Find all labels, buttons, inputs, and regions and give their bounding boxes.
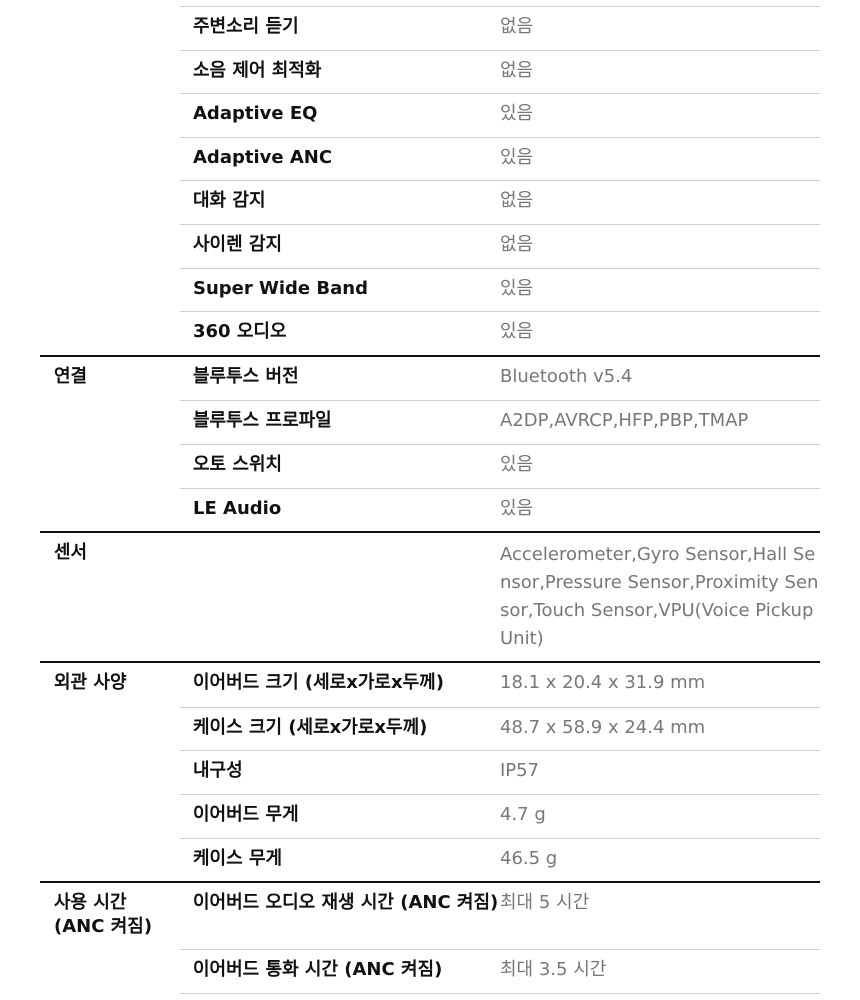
spec-rows: Accelerometer,Gyro Sensor,Hall Sensor,Pr… (180, 533, 820, 661)
spec-row: 360 오디오 있음 (180, 311, 820, 355)
spec-label: 블루투스 버전 (193, 365, 299, 387)
spec-row: 내구성 IP57 (180, 750, 820, 794)
spec-row: 블루투스 프로파일 A2DP,AVRCP,HFP,PBP,TMAP (180, 400, 820, 444)
spec-label: 소음 제어 최적화 (193, 59, 322, 81)
group-label: 연결 (54, 365, 88, 387)
spec-row: Super Wide Band 있음 (180, 267, 820, 312)
spec-label: 이어버드 크기 (세로x가로x두께) (193, 672, 444, 694)
spec-value: 최대 3.5 시간 (500, 959, 607, 981)
spec-label: 이어버드 통화 시간 (ANC 켜짐) (193, 959, 443, 981)
spec-row: 소음 제어 최적화 없음 (180, 49, 820, 94)
spec-label: 대화 감지 (193, 190, 266, 212)
spec-row: 이어버드 오디오 재생 시간 (ANC 켜짐) 최대 5 시간 (180, 883, 820, 949)
spec-value: 있음 (500, 146, 534, 168)
group-label: 센서 (54, 542, 88, 564)
spec-value: 있음 (500, 453, 534, 475)
spec-value: 있음 (500, 103, 534, 125)
spec-label: 이어버드 오디오 재생 시간 (ANC 켜짐) (193, 892, 499, 914)
spec-value: Accelerometer,Gyro Sensor,Hall Sensor,Pr… (500, 544, 819, 650)
spec-group: 사용 시간 (ANC 켜짐) 이어버드 오디오 재생 시간 (ANC 켜짐) 최대 … (40, 881, 820, 993)
spec-value: 48.7 x 58.9 x 24.4 mm (500, 716, 706, 738)
spec-label: 케이스 크기 (세로x가로x두께) (193, 716, 428, 738)
spec-value: IP57 (500, 760, 540, 782)
spec-label: Adaptive ANC (193, 146, 333, 168)
spec-group: 센서 Accelerometer,Gyro Sensor,Hall Sensor,… (40, 531, 820, 661)
spec-label: 360 오디오 (193, 321, 287, 343)
spec-value: Bluetooth v5.4 (500, 365, 633, 387)
spec-row: LE Audio 있음 (180, 487, 820, 532)
spec-value: 46.5 g (500, 847, 558, 869)
spec-label: 이어버드 무게 (193, 803, 299, 825)
spec-value: 있음 (500, 321, 534, 343)
spec-value: 없음 (500, 190, 534, 212)
group-label (40, 6, 180, 355)
spec-value: A2DP,AVRCP,HFP,PBP,TMAP (500, 410, 749, 432)
spec-label: 주변소리 듣기 (193, 16, 299, 37)
spec-value: 4.7 g (500, 803, 546, 825)
spec-group: 외관 사양 이어버드 크기 (세로x가로x두께) 18.1 x 20.4 x 31.… (40, 661, 820, 881)
spec-label: Adaptive EQ (193, 103, 318, 125)
spec-rows: 이어버드 오디오 재생 시간 (ANC 켜짐) 최대 5 시간 이어버드 통화 시간… (180, 883, 820, 993)
group-label: 외관 사양 (54, 672, 127, 694)
spec-label: 내구성 (193, 760, 243, 782)
spec-rows: 이어버드 크기 (세로x가로x두께) 18.1 x 20.4 x 31.9 mm 케… (180, 663, 820, 881)
spec-row: 블루투스 버전 Bluetooth v5.4 (180, 357, 820, 401)
spec-value: 있음 (500, 497, 534, 519)
spec-row: 이어버드 크기 (세로x가로x두께) 18.1 x 20.4 x 31.9 mm (180, 663, 820, 707)
spec-row: Adaptive EQ 있음 (180, 93, 820, 137)
spec-row: Adaptive ANC 있음 (180, 136, 820, 181)
spec-label: 사이렌 감지 (193, 233, 283, 255)
spec-value: 없음 (500, 233, 534, 255)
spec-value: 없음 (500, 16, 534, 37)
spec-row: 주변소리 듣기 없음 (180, 6, 820, 50)
spec-value: 없음 (500, 59, 534, 81)
spec-label (180, 541, 500, 653)
spec-label: LE Audio (193, 497, 282, 519)
spec-row: 사이렌 감지 없음 (180, 223, 820, 268)
spec-row: 케이스 무게 46.5 g (180, 837, 820, 882)
spec-group: 주변소리 듣기 없음 소음 제어 최적화 없음 Adaptive EQ 있음 Adaptiv… (40, 6, 820, 355)
spec-group: 연결 블루투스 버전 Bluetooth v5.4 블루투스 프로파일 A2DP,AVR… (40, 354, 820, 531)
spec-label: 케이스 무게 (193, 847, 283, 869)
spec-label: Super Wide Band (193, 277, 368, 299)
spec-label: 블루투스 프로파일 (193, 410, 332, 432)
spec-value: 최대 5 시간 (500, 892, 590, 914)
table-end-divider (180, 992, 820, 994)
spec-value: 18.1 x 20.4 x 31.9 mm (500, 672, 706, 694)
spec-value: 있음 (500, 277, 534, 299)
spec-row: 오토 스위치 있음 (180, 443, 820, 488)
spec-row: 이어버드 통화 시간 (ANC 켜짐) 최대 3.5 시간 (180, 949, 820, 993)
spec-table: 주변소리 듣기 없음 소음 제어 최적화 없음 Adaptive EQ 있음 Adaptiv… (40, 6, 820, 994)
spec-row: 케이스 크기 (세로x가로x두께) 48.7 x 58.9 x 24.4 mm (180, 706, 820, 751)
spec-row: 대화 감지 없음 (180, 180, 820, 224)
spec-label: 오토 스위치 (193, 453, 283, 475)
spec-row: Accelerometer,Gyro Sensor,Hall Sensor,Pr… (180, 533, 820, 661)
spec-rows: 주변소리 듣기 없음 소음 제어 최적화 없음 Adaptive EQ 있음 Adaptiv… (180, 6, 820, 355)
spec-rows: 블루투스 버전 Bluetooth v5.4 블루투스 프로파일 A2DP,AVRCP… (180, 357, 820, 531)
spec-row: 이어버드 무게 4.7 g (180, 793, 820, 838)
group-label: 사용 시간 (ANC 켜짐) (54, 892, 153, 938)
